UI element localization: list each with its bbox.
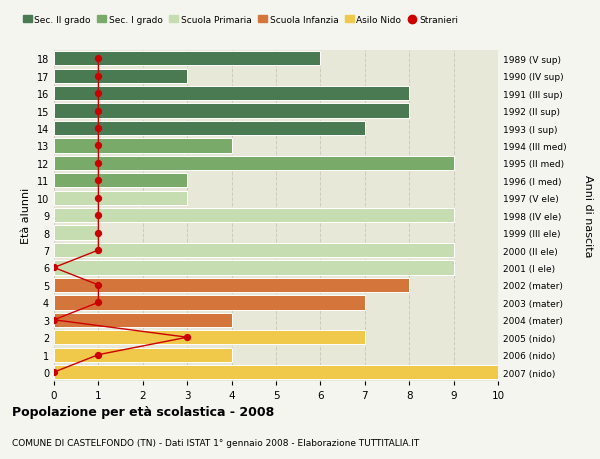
Y-axis label: Età alunni: Età alunni (21, 188, 31, 244)
Point (94, 125, 103, 133)
Bar (54, 313, 232, 327)
Bar (54, 87, 409, 101)
Bar (54, 226, 98, 240)
Bar (54, 157, 454, 171)
Bar (54, 365, 498, 380)
Bar (54, 278, 409, 292)
Point (94, 90, 103, 98)
Bar (54, 52, 320, 66)
Bar (54, 191, 187, 206)
Text: Popolazione per età scolastica - 2008: Popolazione per età scolastica - 2008 (12, 405, 274, 418)
Legend: Sec. II grado, Sec. I grado, Scuola Primaria, Scuola Infanzia, Asilo Nido, Stran: Sec. II grado, Sec. I grado, Scuola Prim… (19, 12, 462, 28)
Bar (54, 348, 232, 362)
Bar (54, 69, 187, 84)
Text: COMUNE DI CASTELFONDO (TN) - Dati ISTAT 1° gennaio 2008 - Elaborazione TUTTITALI: COMUNE DI CASTELFONDO (TN) - Dati ISTAT … (12, 438, 419, 448)
Point (182, 334, 192, 341)
Point (94, 351, 103, 358)
Point (49, 316, 59, 324)
Point (94, 142, 103, 150)
Point (94, 56, 103, 63)
Point (94, 247, 103, 254)
Point (94, 282, 103, 289)
Point (94, 299, 103, 306)
Point (94, 230, 103, 237)
Point (94, 212, 103, 219)
Y-axis label: Anni di nascita: Anni di nascita (583, 174, 593, 257)
Bar (54, 104, 409, 118)
Point (94, 160, 103, 167)
Point (94, 177, 103, 185)
Bar (54, 243, 454, 257)
Point (94, 195, 103, 202)
Bar (54, 139, 232, 153)
Bar (54, 296, 365, 310)
Point (49, 369, 59, 376)
Point (49, 264, 59, 272)
Point (94, 73, 103, 80)
Bar (54, 208, 454, 223)
Bar (54, 122, 365, 136)
Point (94, 108, 103, 115)
Bar (54, 261, 454, 275)
Bar (54, 330, 365, 345)
Bar (54, 174, 187, 188)
